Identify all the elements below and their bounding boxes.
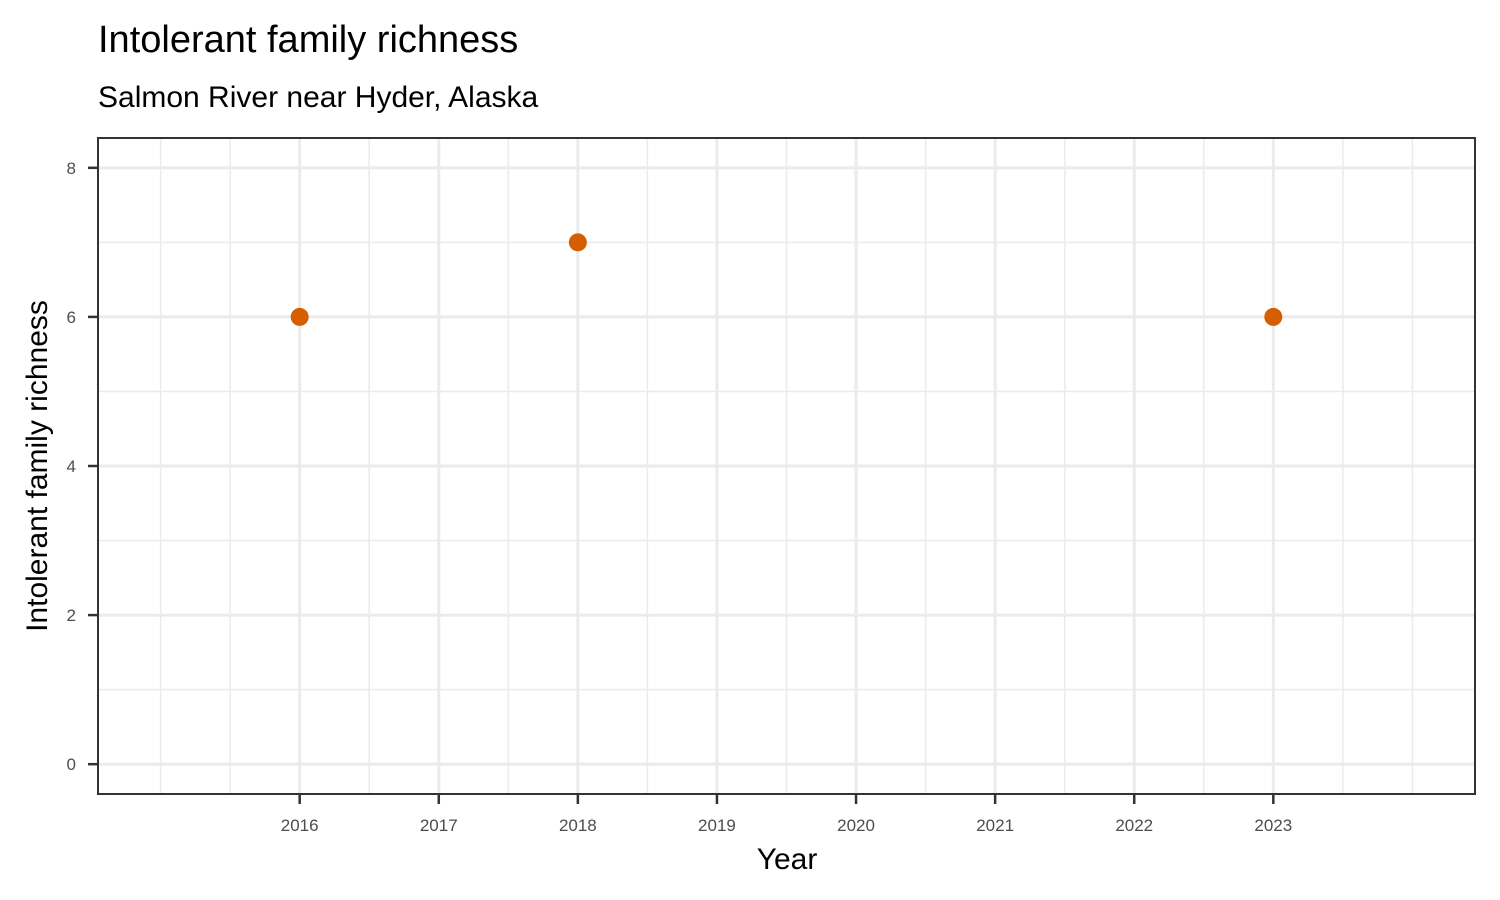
x-axis-title: Year <box>757 843 818 876</box>
x-tick-label: 2020 <box>837 816 875 835</box>
y-tick-label: 0 <box>67 755 76 774</box>
x-tick-label: 2022 <box>1115 816 1153 835</box>
data-point <box>1264 307 1283 326</box>
y-tick-label: 4 <box>67 457 76 476</box>
x-tick-label: 2018 <box>559 816 597 835</box>
data-point <box>568 233 587 252</box>
x-tick-label: 2021 <box>976 816 1014 835</box>
y-axis-title: Intolerant family richness <box>21 300 54 632</box>
axis-ticks: 0 2 4 6 8 2016 2017 2018 2019 2020 2021 2022 2023 <box>67 159 1293 835</box>
chart-title: Intolerant family richness <box>98 19 518 61</box>
y-tick-label: 8 <box>67 159 76 178</box>
x-tick-label: 2019 <box>698 816 736 835</box>
x-tick-label: 2023 <box>1254 816 1292 835</box>
data-point <box>290 307 309 326</box>
y-tick-label: 2 <box>67 606 76 625</box>
x-tick-label: 2017 <box>420 816 458 835</box>
grid-lines <box>98 138 1475 794</box>
y-tick-label: 6 <box>67 308 76 327</box>
x-tick-label: 2016 <box>281 816 319 835</box>
chart-subtitle: Salmon River near Hyder, Alaska <box>98 81 539 114</box>
data-points <box>290 233 1283 326</box>
